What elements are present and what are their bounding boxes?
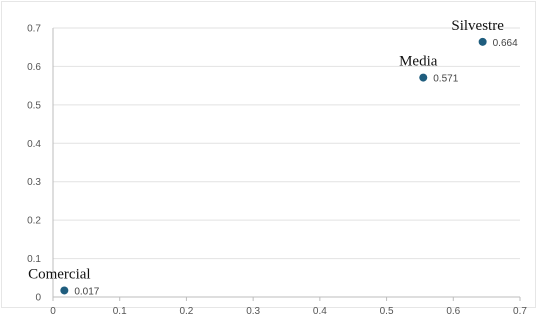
y-tick-label: 0.2 xyxy=(27,216,41,227)
data-value-label: 0.017 xyxy=(74,286,99,297)
x-tick-label: 0.5 xyxy=(380,306,394,317)
x-tick-label: 0.2 xyxy=(179,306,193,317)
y-tick-label: 0 xyxy=(35,293,41,304)
y-axis-ticks: 0 0.1 0.2 0.3 0.4 0.5 0.6 0.7 xyxy=(27,24,41,304)
gridlines xyxy=(53,27,520,260)
data-point xyxy=(60,286,69,295)
x-tick-label: 0.3 xyxy=(246,306,260,317)
x-tick-label: 0.1 xyxy=(113,306,127,317)
x-tick-label: 0.4 xyxy=(313,306,327,317)
y-tick-label: 0.7 xyxy=(27,24,41,35)
point-name-label: Comercial xyxy=(28,266,90,282)
y-tick-label: 0.5 xyxy=(27,100,41,111)
point-name-label: Silvestre xyxy=(451,18,504,34)
y-tick-label: 0.6 xyxy=(27,62,41,73)
x-tick-label: 0 xyxy=(50,306,56,317)
chart-frame xyxy=(1,1,536,308)
data-value-label: 0.571 xyxy=(433,74,458,85)
data-point xyxy=(478,37,487,46)
x-tick-label: 0.6 xyxy=(446,306,460,317)
axes xyxy=(52,28,520,298)
data-points: 0.017 Comercial 0.571 Media 0.664 Silvestre xyxy=(28,18,518,298)
data-point xyxy=(419,73,428,82)
point-name-label: Media xyxy=(399,54,438,70)
x-tick-label: 0.7 xyxy=(513,306,527,317)
y-tick-label: 0.4 xyxy=(27,139,41,150)
y-tick-label: 0.1 xyxy=(27,254,41,265)
x-axis-ticks: 0 0.1 0.2 0.3 0.4 0.5 0.6 0.7 xyxy=(50,297,527,317)
data-value-label: 0.664 xyxy=(493,38,518,49)
y-tick-label: 0.3 xyxy=(27,177,41,188)
